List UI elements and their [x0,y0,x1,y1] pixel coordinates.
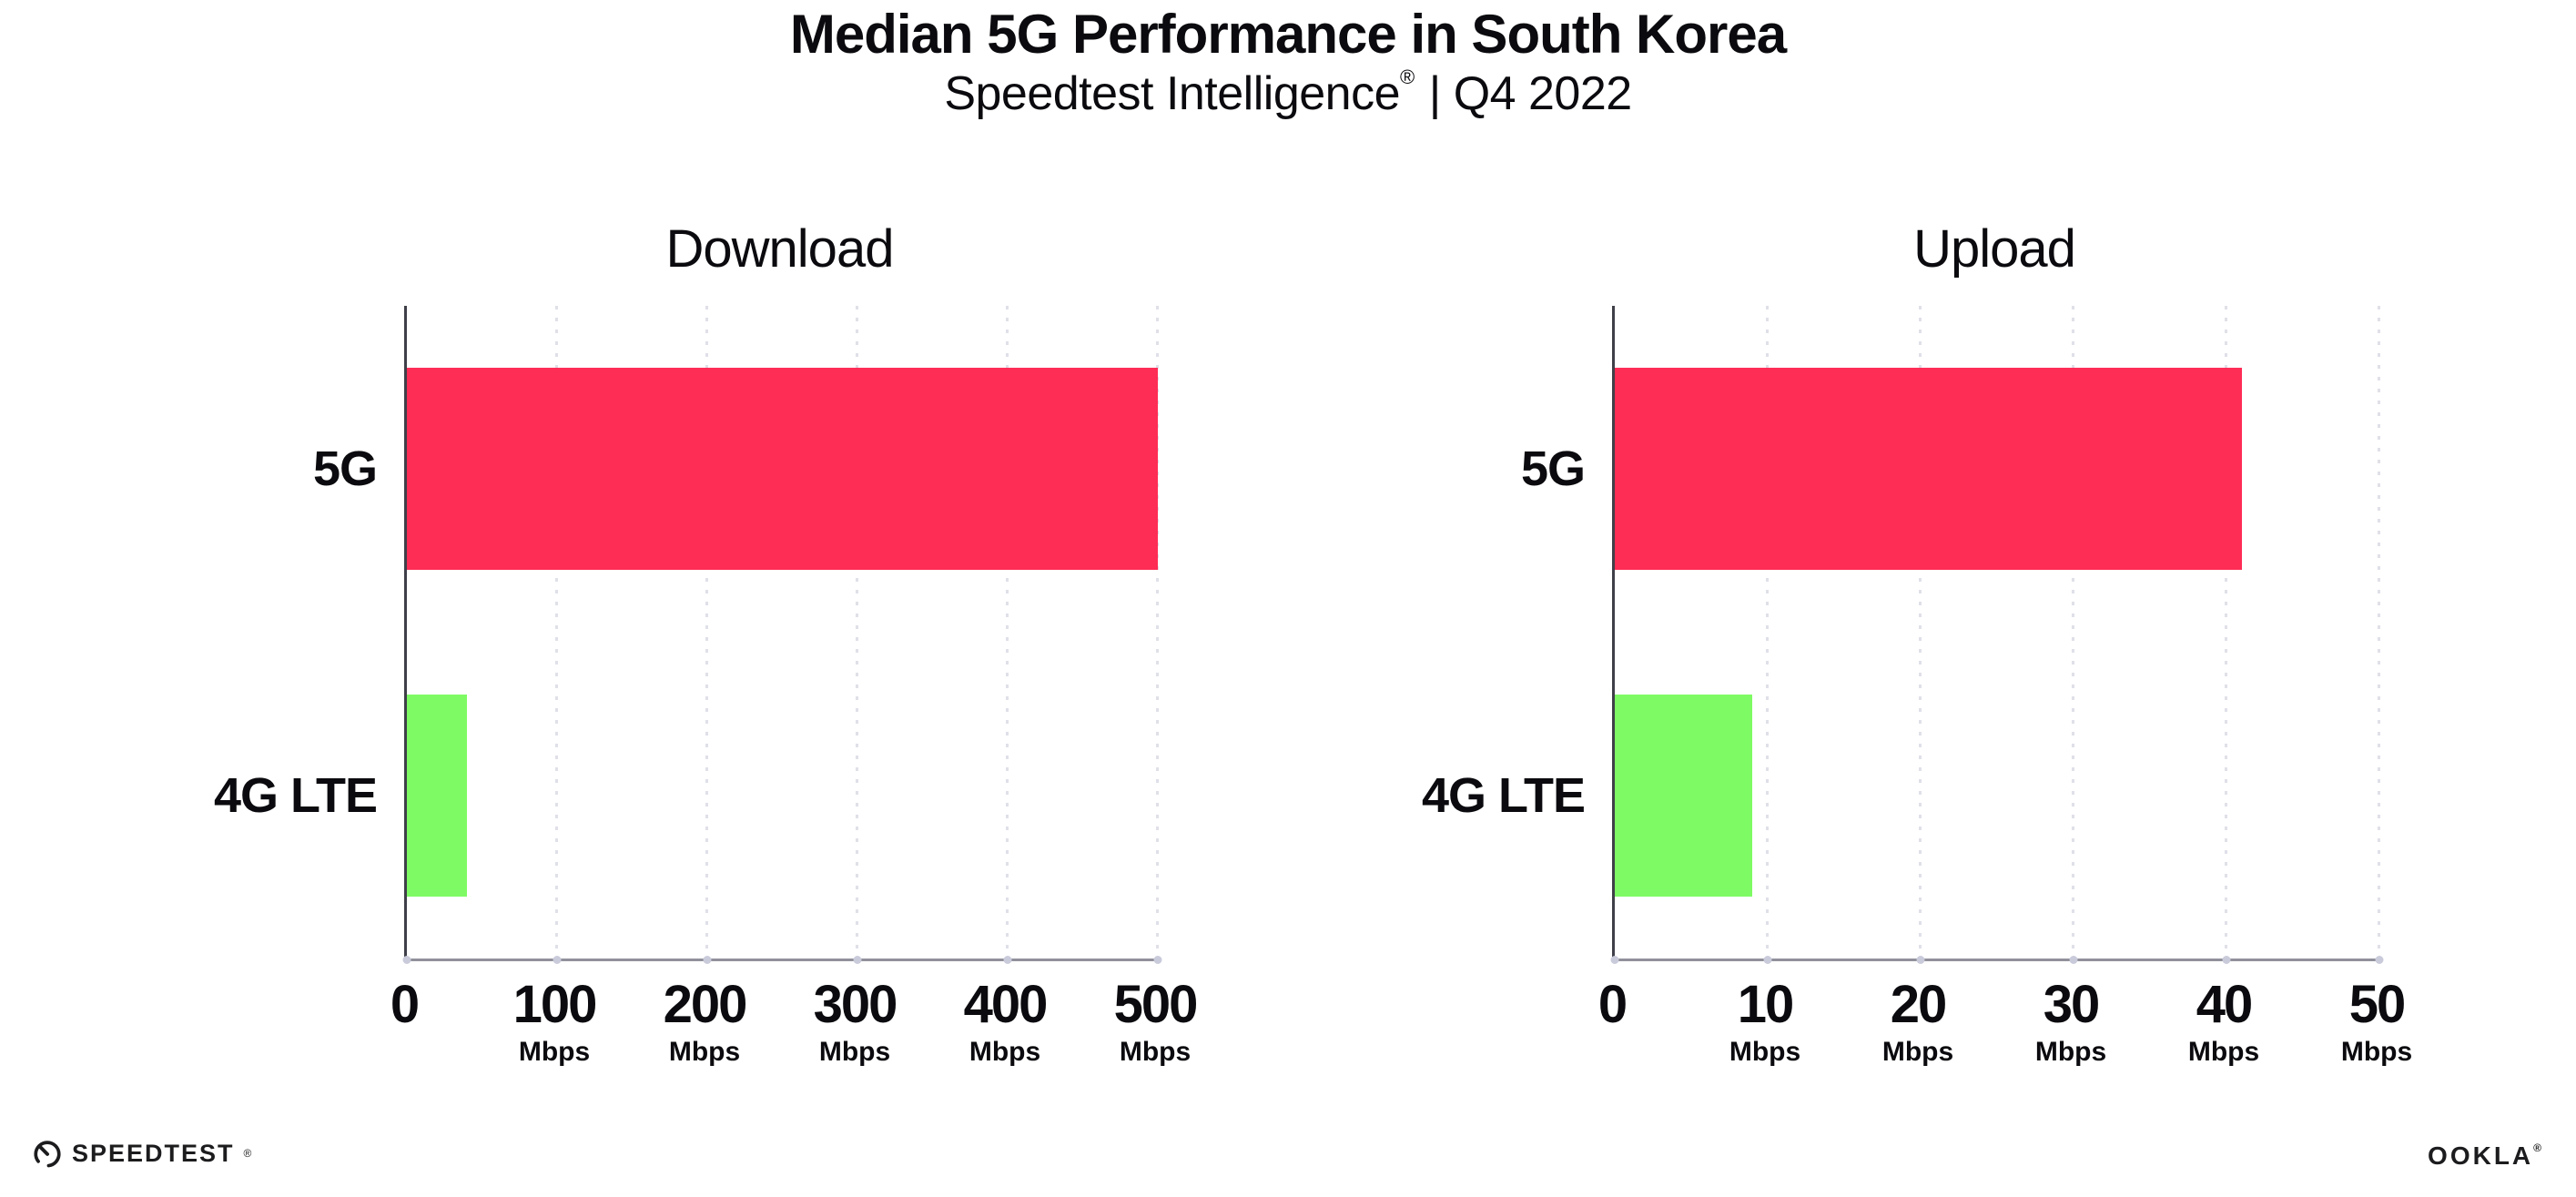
upload-4g-lte-bar [1615,694,1753,897]
download-x-tick-unit-500: Mbps [1119,1037,1192,1067]
upload-x-tick-value-30: 30 [2043,975,2101,1034]
upload-x-tick-label-0: 0 [1597,975,1628,1034]
upload-x-tick-value-10: 10 [1737,975,1795,1034]
upload-x-tick-unit-30: Mbps [2034,1037,2107,1067]
download-category-label-5g: 5G [312,441,378,497]
download-5g-bar [407,368,1158,571]
download-gridline-500 [1156,306,1159,959]
upload-5g-bar [1615,368,2242,571]
subtitle-brand: Speedtest Intelligence [944,67,1401,120]
upload-x-axis-labels: 0 10 Mbps 20 Mbps 30 Mbps 40 Mbps 50 Mbps [1598,979,2412,1115]
speedtest-logo: SPEEDTEST ® [32,1138,251,1169]
speedtest-wordmark: SPEEDTEST [72,1139,235,1167]
download-axis-tick-dot-0 [402,956,411,964]
upload-axis-tick-dot-20 [1916,956,1925,964]
page-title: Median 5G Performance in South Korea [789,4,1787,65]
download-x-tick-label-500: 500 Mbps [1113,975,1199,1067]
download-axis-tick-dot-400 [1003,956,1012,964]
download-gridline-300 [856,306,858,959]
download-4g-lte-bar [407,694,467,897]
download-x-tick-label-400: 400 Mbps [963,975,1049,1067]
download-x-tick-unit-100: Mbps [518,1037,591,1067]
ookla-registered-mark: ® [2533,1141,2544,1154]
download-x-tick-value-400: 400 [963,975,1049,1034]
upload-gridline-20 [1919,306,1922,959]
speedtest-gauge-icon [34,1141,61,1168]
subtitle-period: | Q4 2022 [1428,67,1632,120]
download-x-tick-value-500: 500 [1113,975,1199,1034]
upload-x-tick-label-10: 10 Mbps [1729,979,1800,1066]
download-gridline-200 [705,306,708,959]
registered-trademark-mark: ® [1400,66,1415,88]
ookla-wordmark: OOKLA [2428,1141,2534,1170]
download-x-tick-label-300: 300 Mbps [813,975,898,1067]
download-category-label-4g-lte: 4G LTE [213,767,378,823]
download-x-tick-value-300: 300 [813,975,898,1034]
download-axis-tick-dot-100 [553,956,562,964]
download-x-tick-unit-200: Mbps [668,1037,741,1067]
upload-x-tick-unit-10: Mbps [1729,1037,1801,1067]
upload-gridline-30 [2072,306,2074,959]
upload-x-tick-value-20: 20 [1890,975,1948,1034]
upload-chart-title: Upload [1913,219,2076,279]
download-gridline-400 [1006,306,1009,959]
page-subtitle: Speedtest Intelligence® | Q4 2022 [0,66,2576,119]
download-gridline-100 [555,306,558,959]
upload-axis-tick-dot-10 [1763,956,1772,964]
download-x-tick-unit-300: Mbps [818,1037,891,1067]
download-x-tick-label-200: 200 Mbps [663,975,748,1067]
upload-axis-tick-dot-30 [2069,956,2078,964]
upload-gridline-50 [2378,306,2380,959]
upload-plot-area [1610,306,2384,964]
download-x-tick-label-0: 0 [390,975,420,1034]
speedtest-registered-mark: ® [243,1147,252,1160]
upload-x-tick-unit-50: Mbps [2340,1037,2413,1067]
upload-x-tick-value-40: 40 [2196,975,2254,1034]
upload-gridline-10 [1766,306,1769,959]
upload-x-tick-unit-20: Mbps [1881,1037,1954,1067]
download-x-tick-value-0: 0 [390,975,420,1034]
download-chart: Download 5G 4G LTE 0 100 Mbps 200 Mbps 300 Mbps… [127,209,1202,1120]
upload-category-label-4g-lte: 4G LTE [1421,767,1586,823]
download-x-tick-value-200: 200 [663,975,748,1034]
upload-x-tick-label-30: 30 Mbps [2035,979,2106,1066]
ookla-logo: OOKLA® [2428,1141,2544,1171]
download-chart-title: Download [665,219,895,279]
upload-category-label-5g: 5G [1520,441,1586,497]
header: Median 5G Performance in South Korea Spe… [0,0,2576,119]
upload-x-tick-label-20: 20 Mbps [1882,979,1953,1066]
download-category-labels: 5G 4G LTE [127,306,378,959]
download-axis-tick-dot-500 [1153,956,1162,964]
upload-chart: Upload 5G 4G LTE 0 10 Mbps 20 Mbps 30 Mbps 40 Mbp… [1335,209,2423,1120]
upload-x-tick-value-0: 0 [1597,975,1628,1034]
download-x-axis-labels: 0 100 Mbps 200 Mbps 300 Mbps 400 Mbps 500 Mbps [390,975,1199,1115]
upload-category-labels: 5G 4G LTE [1335,306,1586,959]
upload-x-tick-label-40: 40 Mbps [2188,979,2259,1066]
download-x-tick-label-100: 100 Mbps [512,975,598,1067]
download-x-tick-unit-400: Mbps [969,1037,1041,1067]
download-axis-tick-dot-300 [853,956,862,964]
download-plot-area [402,306,1162,964]
upload-x-tick-value-50: 50 [2348,975,2407,1034]
upload-axis-tick-dot-0 [1610,956,1619,964]
upload-axis-tick-dot-50 [2375,956,2384,964]
upload-gridline-40 [2225,306,2227,959]
download-axis-tick-dot-200 [703,956,712,964]
upload-axis-tick-dot-40 [2222,956,2231,964]
upload-x-tick-label-50: 50 Mbps [2341,979,2412,1066]
upload-x-tick-unit-40: Mbps [2187,1037,2260,1067]
download-x-tick-value-100: 100 [512,975,598,1034]
